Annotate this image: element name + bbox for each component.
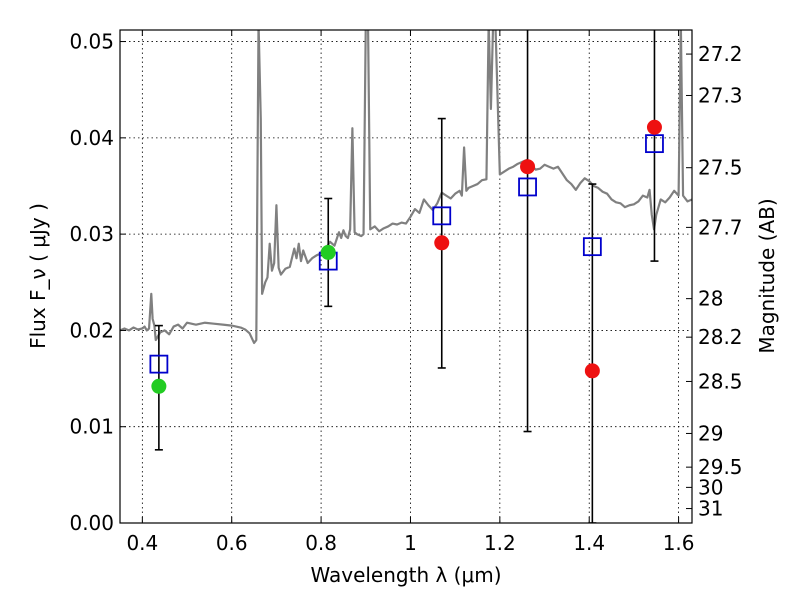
y-tick-label: 0.04 <box>69 126 114 150</box>
data-point-marker <box>151 378 167 394</box>
x-tick-label: 1.4 <box>573 531 605 555</box>
model-square-marker <box>149 354 169 374</box>
data-point-marker <box>434 235 450 251</box>
right-tick-label: 30 <box>698 475 723 499</box>
y-tick-label: 0.02 <box>69 318 114 342</box>
right-tick-label: 27.2 <box>698 42 743 66</box>
right-tick-label: 27.3 <box>698 83 743 107</box>
model-square-marker <box>432 206 452 226</box>
model-square-marker <box>582 237 602 257</box>
right-tick-label: 28.2 <box>698 325 743 349</box>
x-axis-label: Wavelength λ (μm) <box>310 563 501 587</box>
right-tick-label: 27.7 <box>698 215 743 239</box>
x-tick-label: 0.8 <box>305 531 337 555</box>
data-point-marker <box>584 363 600 379</box>
plot-area <box>120 30 692 523</box>
y-tick-label: 0.00 <box>69 511 114 535</box>
y-tick-label: 0.03 <box>69 222 114 246</box>
x-tick-label: 1.2 <box>484 531 516 555</box>
x-tick-label: 1.6 <box>663 531 695 555</box>
right-tick-label: 28 <box>698 287 723 311</box>
model-square-marker <box>645 134 664 154</box>
model-square-marker <box>518 177 537 197</box>
data-point-marker <box>320 244 336 260</box>
right-tick-label: 29.5 <box>698 455 743 479</box>
x-tick-label: 0.6 <box>216 531 248 555</box>
right-tick-label: 27.5 <box>698 156 743 180</box>
y-axis-label: Flux F_ν ( μJy ) <box>26 203 50 349</box>
right-tick-label: 31 <box>698 497 723 521</box>
y-tick-label: 0.05 <box>69 30 114 54</box>
spectrum-line <box>120 30 692 345</box>
right-tick-label: 28.5 <box>698 369 743 393</box>
data-point-marker <box>646 119 662 135</box>
x-tick-label: 0.4 <box>126 531 158 555</box>
x-tick-label: 1 <box>404 531 417 555</box>
y-axis-right-label: Magnitude (AB) <box>755 198 779 353</box>
data-point-marker <box>520 159 536 175</box>
axis-ticks <box>120 30 692 524</box>
right-tick-label: 29 <box>698 421 723 445</box>
tick-labels: 0.4 0.6 0.8 1 1.2 1.4 1.6 0.00 0.01 0.02 0.03 0.04 0… <box>69 30 742 555</box>
plot-frame <box>119 29 693 524</box>
y-tick-label: 0.01 <box>69 415 114 439</box>
